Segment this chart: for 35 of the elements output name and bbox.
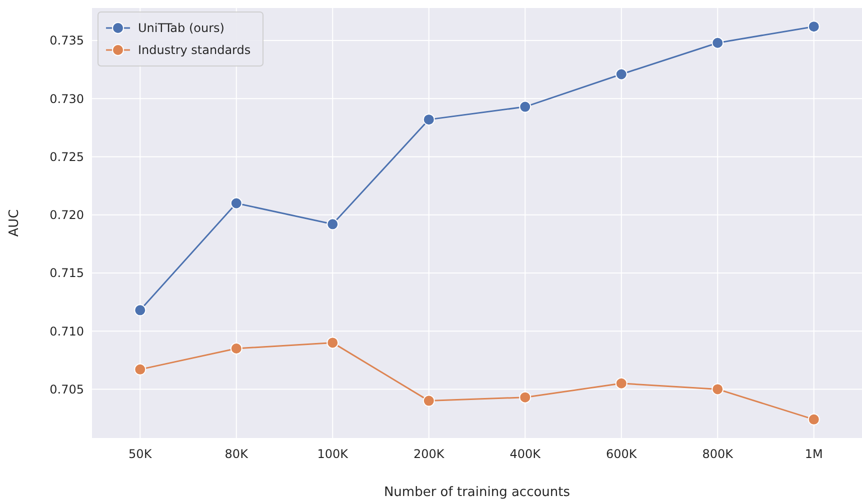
point [326,218,339,230]
x-tick-label: 800K [702,447,734,461]
point [519,100,532,113]
point [422,394,435,407]
point [615,377,628,390]
point [134,363,146,376]
point [422,114,435,126]
point [808,413,820,426]
y-axis-title: AUC [7,209,22,237]
y-tick-label: 0.710 [50,324,84,338]
y-tick-label: 0.735 [50,34,84,48]
point [134,304,146,316]
point [519,391,532,404]
y-tick-label: 0.720 [50,208,84,222]
y-tick-label: 0.730 [50,92,84,106]
x-tick-label: 100K [317,447,350,461]
x-tick-label: 50K [128,447,153,461]
legend-label: Industry standards [138,43,251,58]
x-tick-label: 400K [510,447,542,461]
point [615,68,628,80]
y-tick-label: 0.715 [50,266,84,280]
y-tick-label: 0.725 [50,150,84,164]
point [808,20,820,33]
point [712,36,724,49]
legend-label: UniTTab (ours) [138,21,224,36]
x-tick-label: 600K [606,447,638,461]
x-tick-label: 200K [413,447,446,461]
point [230,197,242,210]
y-tick-label: 0.705 [50,382,84,396]
x-axis-title: Number of training accounts [384,485,570,500]
x-tick-label: 1M [804,447,823,461]
x-tick-label: 80K [224,447,250,461]
point [230,342,242,355]
point [326,336,339,349]
point [712,383,724,396]
